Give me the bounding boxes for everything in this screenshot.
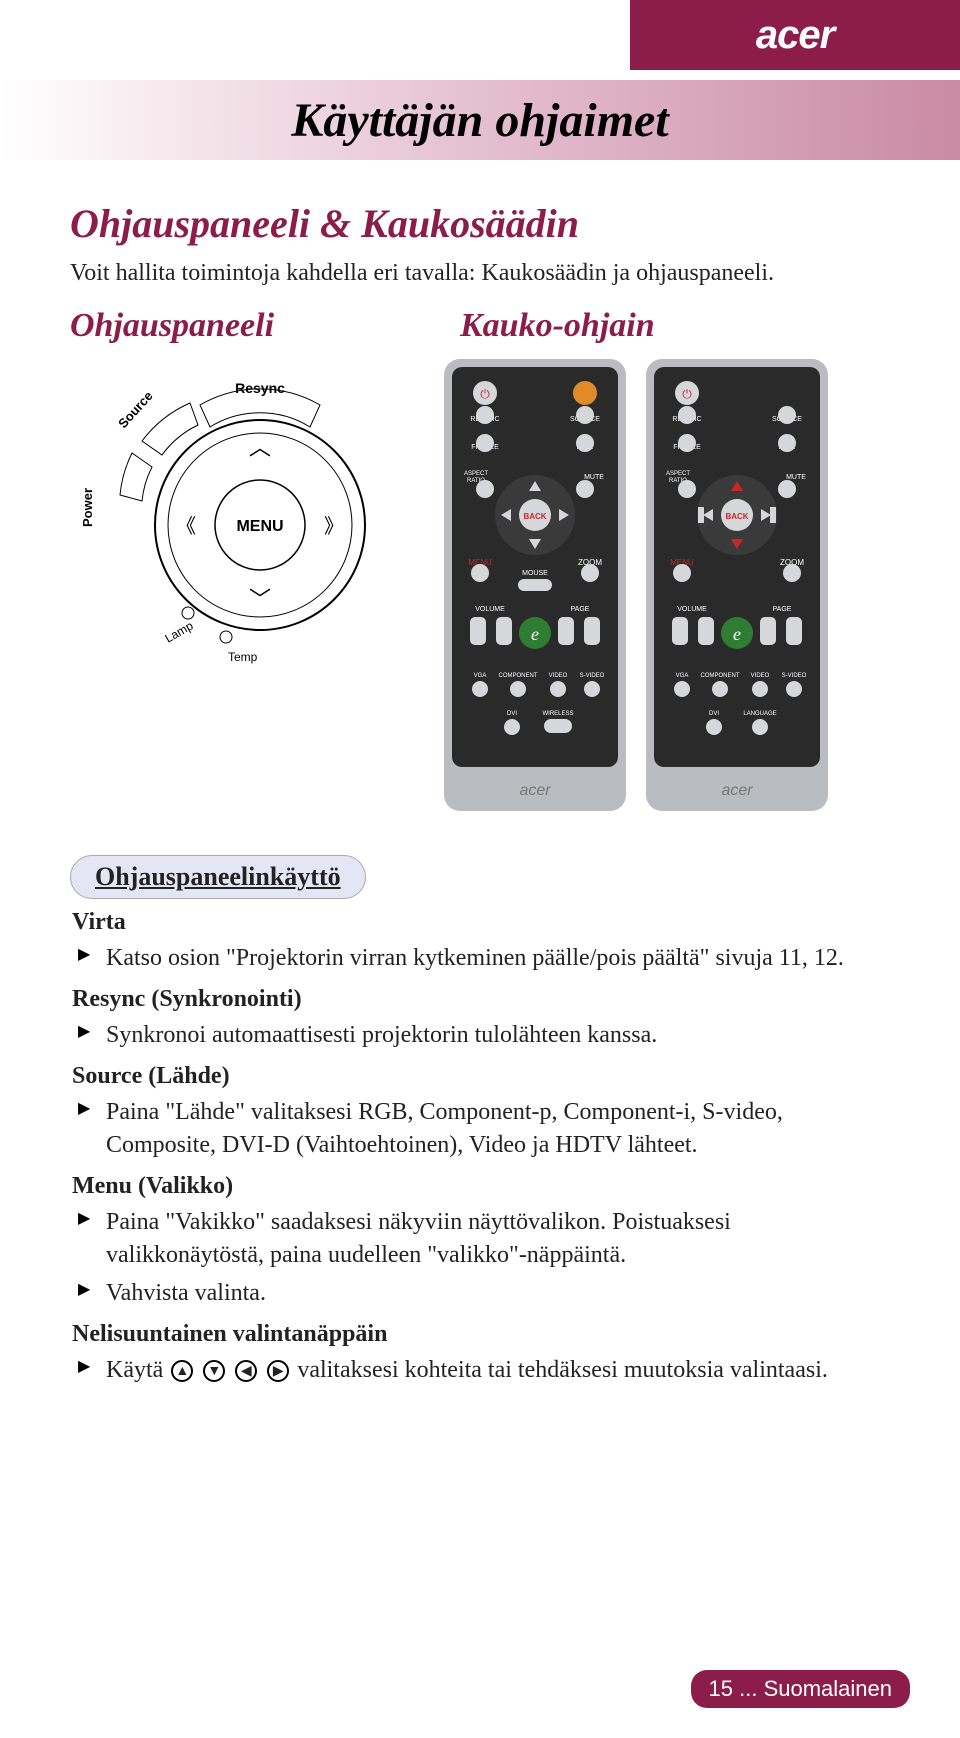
svg-text:acer: acer [519,782,551,799]
bullet-list: Synkronoi automaattisesti projektorin tu… [70,1019,890,1053]
svg-text:VIDEO: VIDEO [549,673,568,679]
left-col-label: Ohjauspaneeli [70,307,390,345]
svg-text:S-VIDEO: S-VIDEO [782,673,807,679]
intro-text: Voit hallita toimintoja kahdella eri tav… [70,257,890,289]
svg-text:DVI: DVI [507,711,517,717]
item-head: Menu (Valikko) [72,1173,890,1200]
bullet-item: Käytä ▲ ▼ ◀ ▶ valitaksesi kohteita tai t… [70,1354,890,1388]
item-head: Virta [72,909,890,936]
bullet-item: Synkronoi automaattisesti projektorin tu… [70,1019,890,1053]
svg-text:MENU: MENU [236,518,283,535]
svg-text:Power: Power [80,488,95,527]
svg-text:S-VIDEO: S-VIDEO [580,673,605,679]
svg-text:VOLUME: VOLUME [677,606,707,613]
bullet-item: Katso osion "Projektorin virran kytkemin… [70,942,890,976]
bullet-list: Käytä ▲ ▼ ◀ ▶ valitaksesi kohteita tai t… [70,1354,890,1388]
svg-text:BACK: BACK [523,512,546,521]
svg-text:MUTE: MUTE [584,474,604,481]
bullet-item: Vahvista valinta. [70,1277,890,1311]
svg-text:WIRELESS: WIRELESS [542,711,573,717]
remote-pair: ⏻ RESYNC SOURCE FREEZE HIDE ASPECT RATIO… [440,355,832,815]
svg-text:DVI: DVI [709,711,719,717]
figure-row: MENU ︿ ﹀ 《 》 Resync Source Power Lamp Te… [70,355,890,815]
svg-text:PAGE: PAGE [571,606,590,613]
svg-text:MOUSE: MOUSE [522,570,548,577]
svg-text:Source: Source [115,389,156,432]
svg-text:e: e [531,624,539,644]
svg-text:︿: ︿ [249,435,271,460]
content-area: Ohjauspaneeli & Kaukosäädin Voit hallita… [70,200,890,1391]
item-head: Resync (Synkronointi) [72,986,890,1013]
svg-text:COMPONENT: COMPONENT [499,673,538,679]
svg-text:PAGE: PAGE [773,606,792,613]
subsection-pill: Ohjauspaneelinkäyttö [70,855,366,899]
section-heading: Ohjauspaneeli & Kaukosäädin [70,200,890,247]
svg-text:》: 》 [324,516,344,538]
bullet-list: Paina "Vakikko" saadaksesi näkyviin näyt… [70,1206,890,1311]
right-col-label: Kauko-ohjain [460,307,655,345]
brand-logo: acer [756,13,834,58]
svg-text:VIDEO: VIDEO [751,673,770,679]
bullet-item: Paina "Vakikko" saadaksesi näkyviin näyt… [70,1206,890,1273]
svg-text:⏻: ⏻ [480,387,490,401]
svg-text:VGA: VGA [474,673,487,679]
title-banner: Käyttäjän ohjaimet [0,80,960,160]
svg-text:﹀: ﹀ [249,587,271,612]
svg-text:MUTE: MUTE [786,474,806,481]
bullet-list: Katso osion "Projektorin virran kytkemin… [70,942,890,976]
brand-bar: acer [630,0,960,70]
items-list: Virta Katso osion "Projektorin virran kyt… [70,909,890,1387]
page-title: Käyttäjän ohjaimet [291,93,668,148]
bullet-item: Paina "Lähde" valitaksesi RGB, Component… [70,1096,890,1163]
page-footer-badge: 15 ... Suomalainen [691,1670,910,1708]
item-head: Source (Lähde) [72,1063,890,1090]
svg-text:ASPECT: ASPECT [666,471,690,477]
control-panel-figure: MENU ︿ ﹀ 《 》 Resync Source Power Lamp Te… [70,355,410,675]
svg-text:Resync: Resync [235,380,285,396]
svg-text:acer: acer [721,782,753,799]
svg-text:⏻: ⏻ [682,387,692,401]
item-head: Nelisuuntainen valintanäppäin [72,1321,890,1348]
svg-text:Temp: Temp [228,650,258,664]
svg-text:Lamp: Lamp [163,619,196,646]
remote-1: ⏻ RESYNC SOURCE FREEZE HIDE ASPECT RATIO… [440,355,630,815]
svg-text:e: e [733,624,741,644]
svg-text:COMPONENT: COMPONENT [701,673,740,679]
column-labels: Ohjauspaneeli Kauko-ohjain [70,307,890,345]
svg-text:VGA: VGA [676,673,689,679]
svg-text:LANGUAGE: LANGUAGE [743,711,776,717]
svg-text:ASPECT: ASPECT [464,471,488,477]
bullet-list: Paina "Lähde" valitaksesi RGB, Component… [70,1096,890,1163]
svg-text:BACK: BACK [725,512,748,521]
remote-2: ⏻ RESYNC SOURCE FREEZE HIDE ASPECT RATIO… [642,355,832,815]
svg-text:《: 《 [176,516,196,538]
svg-text:VOLUME: VOLUME [475,606,505,613]
